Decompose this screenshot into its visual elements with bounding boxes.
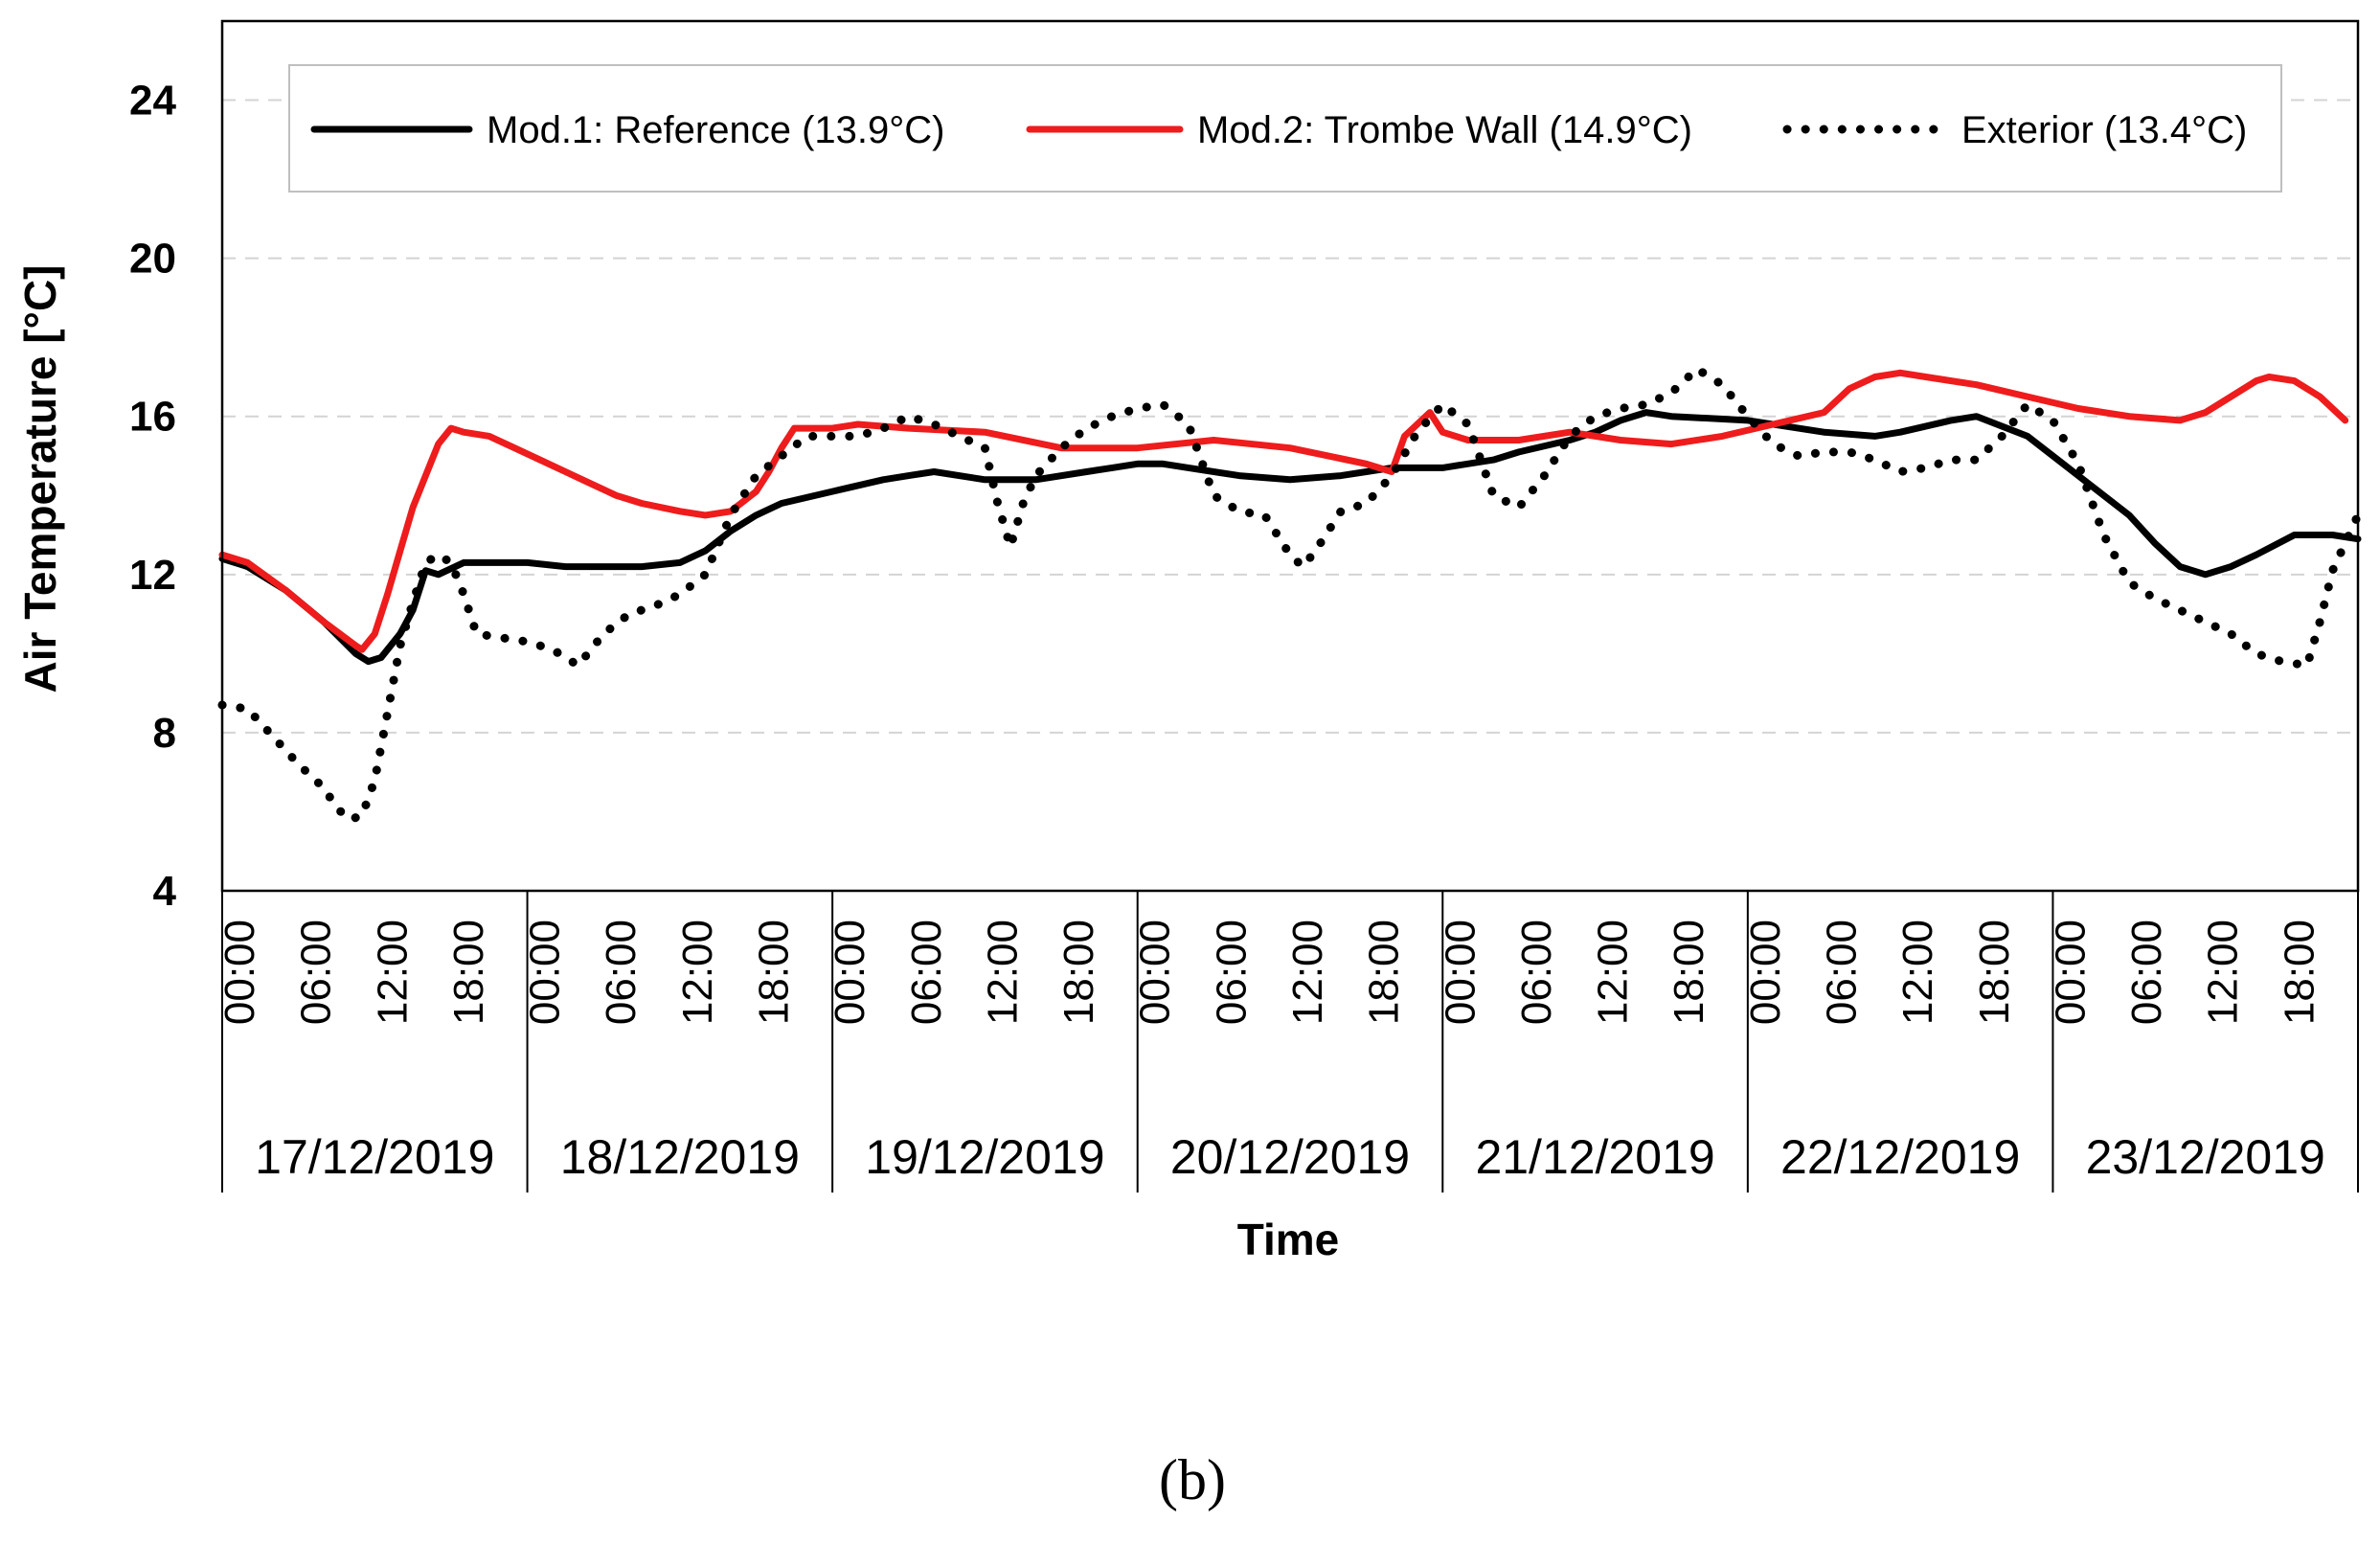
legend-box bbox=[288, 64, 2282, 193]
x-time-tick-label: 18:00 bbox=[1971, 920, 2018, 1025]
x-date-label: 17/12/2019 bbox=[255, 1130, 494, 1184]
series-lines bbox=[217, 364, 2363, 825]
x-date-label: 18/12/2019 bbox=[560, 1130, 800, 1184]
x-time-tick-label: 12:00 bbox=[1590, 920, 1637, 1025]
x-date-label: 21/12/2019 bbox=[1475, 1130, 1714, 1184]
legend: Mod.1: Reference (13.9°C) Mod.2: Trombe W… bbox=[288, 64, 2282, 193]
x-time-tick-label: 18:00 bbox=[1666, 920, 1712, 1025]
x-time-tick-label: 00:00 bbox=[216, 920, 263, 1025]
legend-label-3: Exterior (13.4°C) bbox=[1961, 109, 2247, 151]
x-time-tick-label: 18:00 bbox=[2276, 920, 2323, 1025]
x-time-tick-label: 00:00 bbox=[1437, 920, 1484, 1025]
x-date-label: 20/12/2019 bbox=[1170, 1130, 1410, 1184]
x-time-tick-label: 00:00 bbox=[1742, 920, 1789, 1025]
x-time-tick-label: 12:00 bbox=[1284, 920, 1331, 1025]
y-axis-label: Air Temperature [°C] bbox=[15, 265, 65, 693]
x-time-tick-label: 00:00 bbox=[522, 920, 569, 1025]
legend-label-2: Mod.2: Trombe Wall (14.9°C) bbox=[1197, 109, 1692, 151]
x-time-tick-label: 06:00 bbox=[1513, 920, 1560, 1025]
x-time-tick-label: 12:00 bbox=[979, 920, 1026, 1025]
x-time-tick-label: 00:00 bbox=[827, 920, 873, 1025]
x-time-tick-label: 18:00 bbox=[1361, 920, 1408, 1025]
x-time-tick-label: 06:00 bbox=[1819, 920, 1866, 1025]
y-tick-label: 4 bbox=[153, 868, 177, 915]
y-tick-label: 8 bbox=[153, 710, 176, 757]
figure-caption: (b) bbox=[1159, 1448, 1226, 1511]
gridlines bbox=[222, 99, 2358, 734]
plot-frame bbox=[220, 19, 2360, 893]
axes: 4 8 12 16 20 24 17/12/2019 00:00 06:00 12:00 18:00… bbox=[129, 19, 2360, 1193]
x-time-tick-label: 06:00 bbox=[1208, 920, 1255, 1025]
x-time-tick-label: 12:00 bbox=[2200, 920, 2247, 1025]
x-date-label: 19/12/2019 bbox=[865, 1130, 1104, 1184]
x-date-label: 22/12/2019 bbox=[1780, 1130, 2020, 1184]
x-date-label: 23/12/2019 bbox=[2086, 1130, 2325, 1184]
x-time-tick-label: 18:00 bbox=[445, 920, 492, 1025]
x-time-tick-label: 18:00 bbox=[751, 920, 798, 1025]
x-time-tick-label: 00:00 bbox=[2047, 920, 2094, 1025]
x-time-tick-label: 06:00 bbox=[293, 920, 340, 1025]
x-time-tick-label: 12:00 bbox=[369, 920, 416, 1025]
x-axis-label: Time bbox=[1237, 1215, 1340, 1264]
x-time-tick-label: 12:00 bbox=[1894, 920, 1941, 1025]
series-line-2 bbox=[218, 369, 2349, 653]
y-tick-label: 16 bbox=[129, 394, 176, 441]
x-time-tick-label: 06:00 bbox=[903, 920, 950, 1025]
y-tick-label: 24 bbox=[129, 78, 176, 125]
y-tick-label: 20 bbox=[129, 236, 176, 283]
series-line-1 bbox=[218, 409, 2362, 666]
x-time-tick-label: 00:00 bbox=[1132, 920, 1179, 1025]
x-time-tick-label: 06:00 bbox=[2123, 920, 2170, 1025]
x-time-tick-label: 06:00 bbox=[598, 920, 645, 1025]
series-line-3 bbox=[217, 364, 2363, 825]
x-time-tick-label: 18:00 bbox=[1055, 920, 1102, 1025]
y-tick-label: 12 bbox=[129, 552, 176, 599]
x-time-tick-label: 12:00 bbox=[674, 920, 721, 1025]
legend-label-1: Mod.1: Reference (13.9°C) bbox=[487, 109, 944, 151]
